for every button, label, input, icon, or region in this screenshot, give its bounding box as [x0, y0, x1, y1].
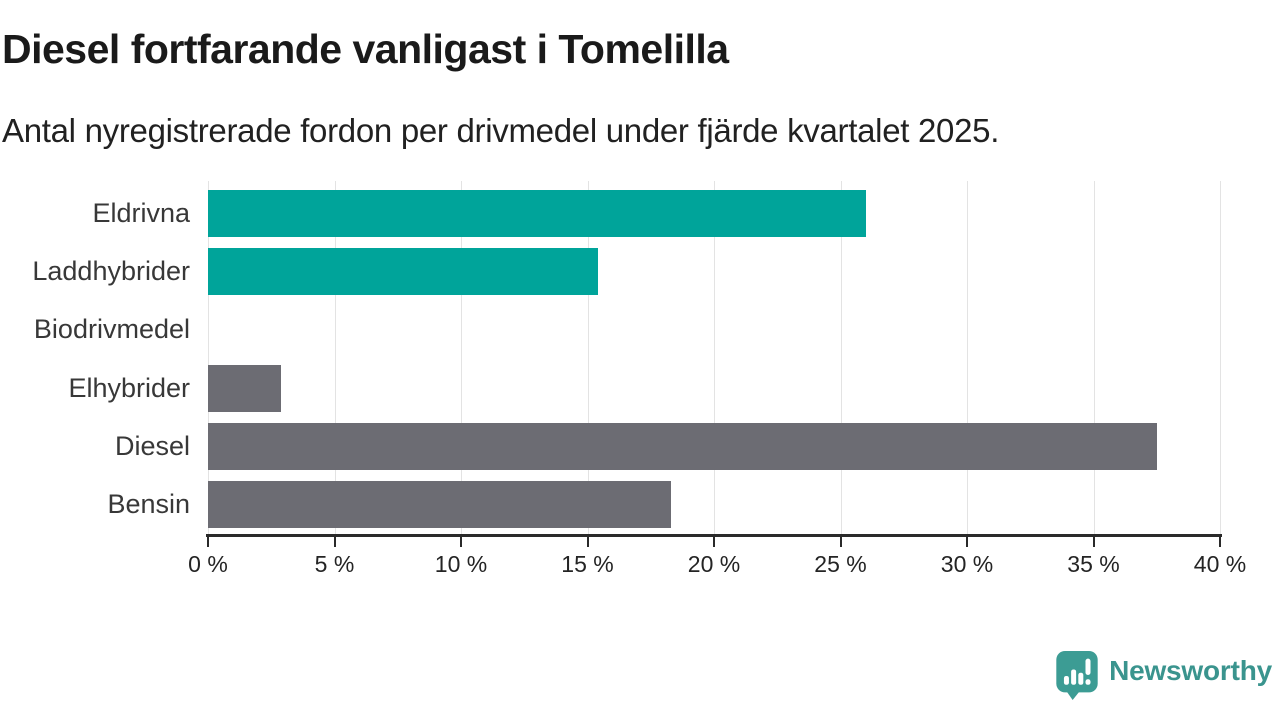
gridline — [334, 181, 336, 534]
axis-tick — [1219, 534, 1221, 547]
x-tick-label: 0 % — [188, 551, 228, 577]
x-tick-label: 35 % — [1067, 551, 1120, 577]
axis-tick — [839, 534, 842, 547]
gridline — [967, 181, 968, 534]
axis-tick — [460, 534, 462, 547]
newsworthy-logo-icon — [1056, 651, 1098, 700]
axis-tick — [207, 534, 209, 547]
axis-tick — [586, 534, 589, 547]
logo-bubble-tail — [1065, 689, 1082, 700]
y-axis-labels: Eldrivna Laddhybrider Biodrivmedel Elhybrid… — [0, 184, 190, 534]
logo-bar-medium-icon — [1078, 672, 1084, 685]
x-tick-label: 10 % — [434, 551, 488, 577]
x-tick-label: 40 % — [1193, 551, 1247, 577]
logo-bubble — [1056, 651, 1098, 693]
logo-bar-small-icon — [1063, 676, 1070, 685]
y-axis-label: Biodrivmedel — [33, 314, 190, 345]
x-tick-label: 20 % — [687, 551, 741, 577]
gridline — [714, 181, 715, 534]
axis-tick — [966, 534, 968, 547]
axis-tick — [713, 534, 715, 547]
newsworthy-branding: Newsworthy — [1055, 651, 1272, 700]
bars-area — [208, 184, 1220, 534]
axis-tick — [1092, 534, 1095, 547]
x-tick-label: 25 % — [814, 551, 867, 577]
gridline — [840, 181, 842, 534]
y-axis-label: Elhybrider — [68, 372, 190, 403]
gridline — [1093, 181, 1095, 534]
axis-tick — [333, 534, 336, 547]
x-tick-label: 15 % — [561, 551, 614, 577]
gridlines — [208, 181, 1221, 534]
logo-exclamation-bar-icon — [1085, 658, 1091, 675]
gridline — [461, 181, 462, 534]
logo-bar-tall-icon — [1071, 669, 1077, 685]
bar — [208, 248, 598, 295]
bar-chart: Diesel fortfarande vanligast i Tomelilla… — [0, 26, 1247, 577]
y-axis-label: Bensin — [107, 489, 190, 520]
bar — [208, 189, 866, 237]
gridline — [208, 181, 209, 534]
gridline — [1220, 181, 1221, 534]
y-axis-label: Eldrivna — [92, 197, 190, 228]
x-tick-label: 30 % — [940, 551, 994, 577]
bar — [208, 423, 1157, 470]
gridline — [587, 181, 589, 534]
x-tick-label: 5 % — [314, 551, 355, 577]
logo-exclamation-dot-icon — [1085, 679, 1091, 685]
chart-subtitle: Antal nyregistrerade fordon per drivmede… — [2, 112, 1000, 149]
bar — [208, 364, 282, 412]
chart-title: Diesel fortfarande vanligast i Tomelilla — [2, 26, 729, 72]
y-axis-label: Diesel — [114, 430, 190, 461]
y-axis-label: Laddhybrider — [32, 255, 190, 286]
brand-name: Newsworthy — [1109, 655, 1272, 686]
bar — [208, 481, 671, 529]
